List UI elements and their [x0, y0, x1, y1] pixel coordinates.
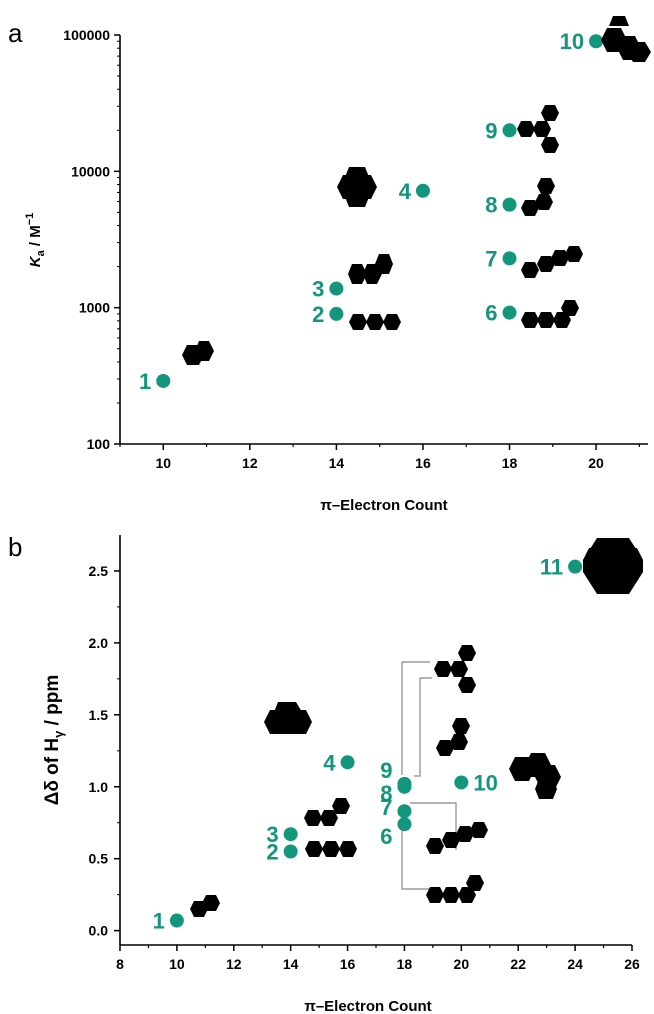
panel-b-x-tick-label: 14: [283, 956, 299, 972]
panel-a-data-point-7: [502, 251, 517, 266]
panel-b-data-point-9: [397, 776, 412, 791]
bracket-9: [401, 661, 430, 775]
panel-b-data-point-3: [283, 827, 298, 842]
panel-b-y-tick-label: 2.5: [89, 563, 109, 579]
panel-b-point-label-9: 9: [380, 758, 392, 783]
structure-triphenylene-icon: [434, 645, 476, 693]
structure-benzopyrene-icon: [509, 753, 561, 799]
panel-b-x-tick-label: 22: [510, 956, 526, 972]
panel-b-bracket-lines: [401, 661, 457, 890]
structure-chrysene-icon: [521, 246, 583, 278]
panel-a-point-label-1: 1: [139, 369, 151, 394]
panel-b-y-tick-label: 1.0: [89, 779, 109, 795]
panel-a-data-point-1: [156, 373, 171, 388]
panel-a-x-tick-label: 10: [155, 455, 171, 471]
structure-benzopyrene-icon: [601, 16, 651, 62]
panel-a-point-label-10: 10: [560, 29, 584, 54]
panel-b-letter: b: [8, 532, 22, 562]
panel-a-structures: [182, 16, 651, 365]
panel-b-y-tick-label: 1.5: [89, 707, 109, 723]
structure-anthracene-icon: [305, 841, 357, 857]
panel-b-data-point-11: [568, 559, 583, 574]
panel-b-data-point-4: [340, 755, 355, 770]
bracket-6: [401, 815, 430, 890]
panel-b-x-tick-label: 20: [454, 956, 470, 972]
panel-b-x-tick-label: 12: [226, 956, 242, 972]
panel-b-point-label-6: 6: [380, 824, 392, 849]
panel-a-x-tick-label: 16: [415, 455, 431, 471]
panel-b-x-tick-label: 18: [397, 956, 413, 972]
panel-a-point-label-7: 7: [485, 246, 497, 271]
panel-a-point-label-6: 6: [485, 301, 497, 326]
panel-b-data-point-2: [283, 844, 298, 859]
panel-a-point-label-8: 8: [485, 193, 497, 218]
panel-a-data-point-4: [415, 183, 430, 198]
panel-b-y-tick-label: 0.5: [89, 851, 109, 867]
panel-a-data-point-10: [589, 34, 604, 49]
panel-a-point-label-3: 3: [312, 277, 324, 302]
structure-phenanthrene-icon: [348, 254, 393, 284]
panel-a-y-tick-label: 100: [87, 436, 111, 452]
panel-b-x-tick-label: 10: [169, 956, 185, 972]
structure-phenanthrene-icon: [304, 798, 350, 826]
panel-b-point-label-7: 7: [380, 795, 392, 820]
panel-b-data-point-10: [454, 775, 469, 790]
panel-b-data-point-6: [397, 817, 412, 832]
panel-b-data-point-1: [169, 913, 184, 928]
structure-chrysene-icon: [426, 822, 488, 854]
structure-pyrene-icon: [337, 167, 377, 207]
panel-b-point-label-11: 11: [540, 555, 563, 580]
panel-a-data-point-8: [502, 197, 517, 212]
panel-a-data-point-2: [329, 306, 344, 321]
panel-b-point-label-8: 8: [380, 781, 392, 806]
structure-anthracene-icon: [349, 314, 401, 330]
panel-a-x-tick-label: 18: [502, 455, 518, 471]
panel-a-data-point-9: [502, 123, 517, 138]
structure-benzophenanthrene-icon: [521, 178, 555, 216]
panel-a-data-point-6: [502, 305, 517, 320]
panel-a-point-label-2: 2: [312, 302, 324, 327]
structure-naphthalene-icon: [190, 895, 220, 917]
panel-a-x-tick-label: 14: [329, 455, 345, 471]
structure-naphthalene-icon: [182, 341, 214, 365]
panel-a-y-tick-label: 100000: [63, 27, 110, 43]
panel-b-point-label-2: 2: [266, 839, 278, 864]
panel-a-y-tick-label: 1000: [79, 300, 110, 316]
panel-b-x-tick-label: 24: [567, 956, 583, 972]
panel-b-point-label-1: 1: [153, 909, 165, 934]
panel-b-x-tick-label: 8: [116, 956, 124, 972]
panel-b-y-tick-label: 2.0: [89, 635, 109, 651]
panel-b-x-tick-label: 16: [340, 956, 356, 972]
panel-a-x-tick-label: 12: [242, 455, 258, 471]
panel-a-x-tick-label: 20: [588, 455, 604, 471]
panel-a-point-label-9: 9: [485, 118, 497, 143]
structure-tetracene-icon: [426, 875, 484, 903]
structure-coronene-icon: [583, 538, 643, 594]
panel-b-point-label-3: 3: [266, 822, 278, 847]
structure-benzophenanthrene-icon: [436, 718, 470, 756]
panel-a-y-tick-label: 10000: [71, 163, 110, 179]
panel-b-data-point-7: [397, 804, 412, 819]
panel-b-point-label-10: 10: [473, 770, 497, 795]
panel-b-structures: [190, 538, 643, 917]
panel-a-letter: a: [8, 18, 23, 48]
panel-b-x-title: π–Electron Count: [304, 998, 431, 1014]
panel-b: b 8 10 12 14 16 18 20 22 24 260.00.51.01.52.02.5 …: [8, 532, 643, 1014]
panel-b-x-tick-label: 26: [624, 956, 640, 972]
bracket-8: [414, 677, 432, 777]
panel-b-point-label-4: 4: [323, 750, 336, 775]
panel-a-data-point-3: [329, 281, 344, 296]
panel-b-y-tick-label: 0.0: [89, 923, 109, 939]
panel-a-point-label-4: 4: [399, 179, 412, 204]
structure-triphenylene-icon: [517, 105, 559, 153]
panel-b-y-title: Δδ of Hγ / ppm: [42, 675, 66, 806]
panel-a-y-title: Ka / M−1: [24, 213, 47, 268]
structure-tetracene-icon: [521, 300, 579, 328]
panel-a-x-title: π–Electron Count: [320, 497, 447, 514]
structure-pyrene-icon: [264, 702, 312, 734]
